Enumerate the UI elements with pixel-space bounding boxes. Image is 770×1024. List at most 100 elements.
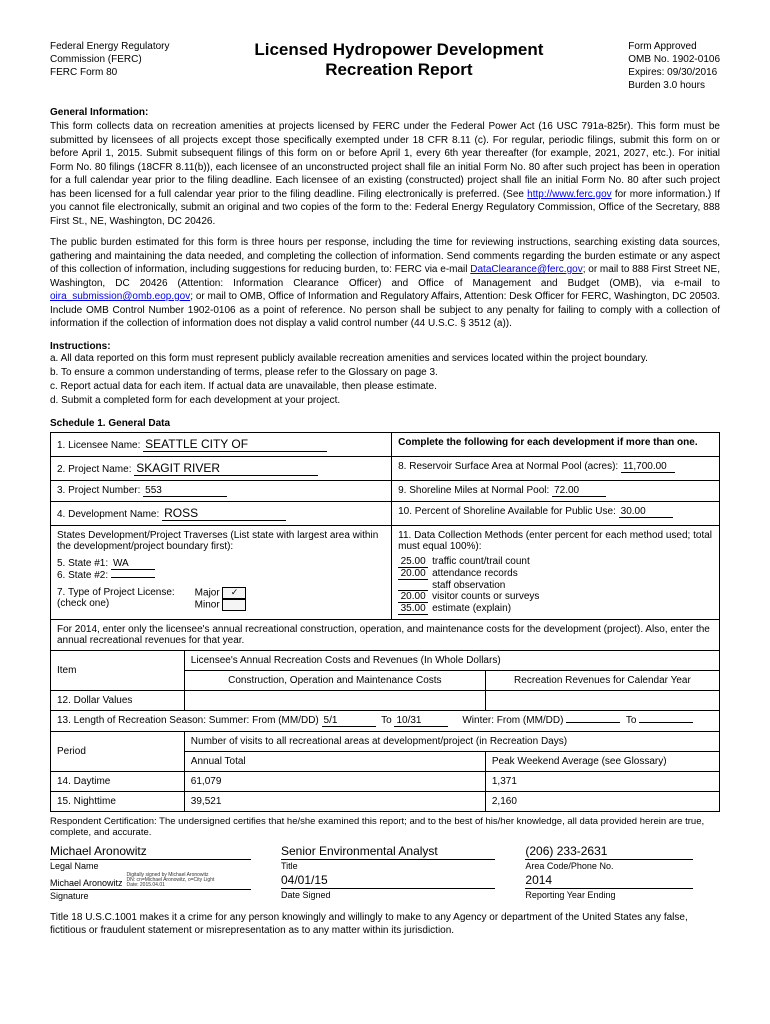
m2-val: 20.00 xyxy=(398,568,428,580)
f13-to-label: To xyxy=(381,715,392,726)
cell-visits-header: Number of visits to all recreational are… xyxy=(184,731,719,751)
cell-shoreline: 9. Shoreline Miles at Normal Pool: 72.00 xyxy=(392,480,720,501)
cell-development: 4. Development Name: ROSS xyxy=(51,501,392,525)
form-header: Federal Energy Regulatory Commission (FE… xyxy=(50,40,720,92)
cert-date-lab: Date Signed xyxy=(281,890,495,900)
cell-cost-sub2: Recreation Revenues for Calendar Year xyxy=(485,670,719,690)
cert-row1: Michael Aronowitz Legal Name Senior Envi… xyxy=(50,844,720,871)
cert-date: 04/01/15 xyxy=(281,873,495,889)
ferc-link[interactable]: http://www.ferc.gov xyxy=(527,189,611,200)
cert-text: Respondent Certification: The undersigne… xyxy=(50,816,720,839)
f10-value: 30.00 xyxy=(619,506,673,518)
f1-value: SEATTLE CITY OF xyxy=(143,437,327,452)
cell-cost-intro: For 2014, enter only the licensee's annu… xyxy=(51,619,720,650)
f13-label: 13. Length of Recreation Season: Summer:… xyxy=(57,715,319,726)
f8-value: 11,700.00 xyxy=(621,461,675,473)
cell-cost-sub1: Construction, Operation and Maintenance … xyxy=(184,670,485,690)
cert-name-lab: Legal Name xyxy=(50,861,251,871)
f14-label: 14. Daytime xyxy=(51,771,185,791)
schedule-title: Schedule 1. General Data xyxy=(50,418,720,429)
general-info-p2: The public burden estimated for this for… xyxy=(50,236,720,331)
header-left: Federal Energy Regulatory Commission (FE… xyxy=(50,40,170,79)
f6-label: 6. State #2: xyxy=(57,570,108,581)
major-label: Major xyxy=(195,587,220,598)
f10-label: 10. Percent of Shoreline Available for P… xyxy=(398,506,616,517)
cert-row2: Michael Aronowitz Digitally signed by Mi… xyxy=(50,873,720,901)
f6-value xyxy=(111,577,155,578)
instructions-head: Instructions: xyxy=(50,341,720,352)
burden: Burden 3.0 hours xyxy=(628,79,720,92)
form-title: Licensed Hydropower Development Recreati… xyxy=(170,40,629,80)
title-line2: Recreation Report xyxy=(170,60,629,80)
cell-reservoir: 8. Reservoir Surface Area at Normal Pool… xyxy=(392,456,720,480)
cert-phone-lab: Area Code/Phone No. xyxy=(525,861,693,871)
f15-label: 15. Nighttime xyxy=(51,791,185,811)
f12-label: 12. Dollar Values xyxy=(51,690,185,710)
form-approved: Form Approved xyxy=(628,40,720,53)
cert-phone: (206) 233-2631 xyxy=(525,844,693,860)
cell-states-license: States Development/Project Traverses (Li… xyxy=(51,525,392,619)
f5-value: WA xyxy=(111,558,155,570)
f3-label: 3. Project Number: xyxy=(57,485,140,496)
minor-checkbox[interactable] xyxy=(222,599,246,611)
expires: Expires: 09/30/2016 xyxy=(628,66,720,79)
cell-period-label: Period xyxy=(51,731,185,771)
f13-to: 10/31 xyxy=(394,715,448,727)
f9-label: 9. Shoreline Miles at Normal Pool: xyxy=(398,485,549,496)
cell-cost-header: Licensee's Annual Recreation Costs and R… xyxy=(184,650,719,670)
f2-label: 2. Project Name: xyxy=(57,464,131,475)
instr-a: a. All data reported on this form must r… xyxy=(50,352,720,366)
f13-wto-label: To xyxy=(626,715,637,726)
cell-project-number: 3. Project Number: 553 xyxy=(51,480,392,501)
f13-wfrom xyxy=(566,722,620,723)
schedule-table: 1. Licensee Name: SEATTLE CITY OF Comple… xyxy=(50,432,720,812)
f1-label: 1. Licensee Name: xyxy=(57,440,140,451)
cert-year: 2014 xyxy=(525,873,693,889)
dataclearance-link[interactable]: DataClearance@ferc.gov xyxy=(470,264,582,275)
cert-title-lab: Title xyxy=(281,861,495,871)
f14-v2: 1,371 xyxy=(485,771,719,791)
cell-percent-shoreline: 10. Percent of Shoreline Available for P… xyxy=(392,501,720,525)
m1-val: 25.00 xyxy=(398,556,428,568)
f13-wto xyxy=(639,722,693,723)
major-checkbox[interactable]: ✓ xyxy=(222,587,246,599)
f4-label: 4. Development Name: xyxy=(57,509,159,520)
m4-val: 20.00 xyxy=(398,591,428,603)
minor-label: Minor xyxy=(195,599,220,610)
complete-label: Complete the following for each developm… xyxy=(398,437,697,448)
general-info-head: General Information: xyxy=(50,107,720,118)
f2-value: SKAGIT RIVER xyxy=(134,461,318,476)
cell-item-label: Item xyxy=(51,650,185,690)
agency-line2: Commission (FERC) xyxy=(50,53,170,66)
f15-v1: 39,521 xyxy=(184,791,485,811)
cell-visits-sub1: Annual Total xyxy=(184,751,485,771)
f7-check: (check one) xyxy=(57,598,175,609)
f15-v2: 2,160 xyxy=(485,791,719,811)
m1-label: traffic count/trail count xyxy=(432,556,530,568)
states-label: States Development/Project Traverses (Li… xyxy=(57,530,385,552)
cell-licensee: 1. Licensee Name: SEATTLE CITY OF xyxy=(51,432,392,456)
m3-val xyxy=(398,580,428,591)
f13-winter: Winter: From (MM/DD) xyxy=(462,715,563,726)
cell-f13: 13. Length of Recreation Season: Summer:… xyxy=(51,710,720,731)
oira-link[interactable]: oira_submission@omb.eop.gov xyxy=(50,291,190,302)
header-right: Form Approved OMB No. 1902-0106 Expires:… xyxy=(628,40,720,92)
f9-value: 72.00 xyxy=(552,485,606,497)
m5-label: estimate (explain) xyxy=(432,603,511,615)
f14-v1: 61,079 xyxy=(184,771,485,791)
m2-label: attendance records xyxy=(432,568,518,580)
cell-complete: Complete the following for each developm… xyxy=(392,432,720,456)
instr-d: d. Submit a completed form for each deve… xyxy=(50,394,720,408)
f13-from: 5/1 xyxy=(322,715,376,727)
cert-year-lab: Reporting Year Ending xyxy=(525,890,693,900)
f4-value: ROSS xyxy=(162,506,286,521)
f12-v2 xyxy=(485,690,719,710)
form-number: FERC Form 80 xyxy=(50,66,170,79)
omb-number: OMB No. 1902-0106 xyxy=(628,53,720,66)
cert-name: Michael Aronowitz xyxy=(50,844,251,860)
instr-c: c. Report actual data for each item. If … xyxy=(50,380,720,394)
f3-value: 553 xyxy=(143,485,227,497)
f8-label: 8. Reservoir Surface Area at Normal Pool… xyxy=(398,461,618,472)
f11-label: 11. Data Collection Methods (enter perce… xyxy=(398,530,713,552)
agency-line1: Federal Energy Regulatory xyxy=(50,40,170,53)
